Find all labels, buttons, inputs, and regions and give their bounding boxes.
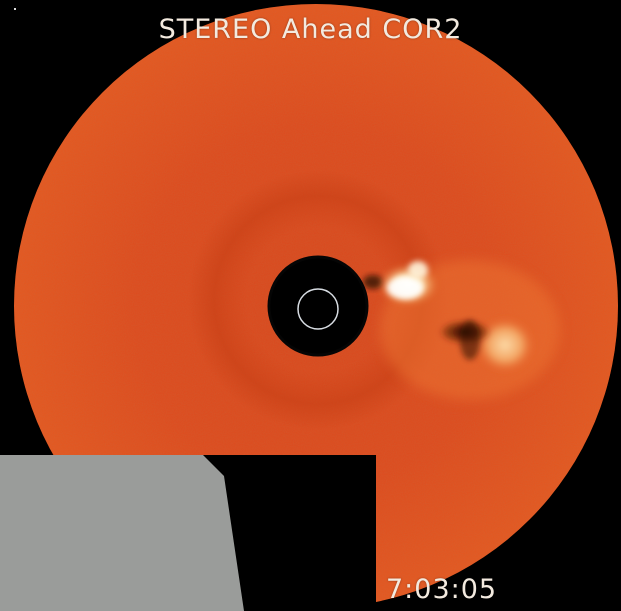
sun-limb-circle <box>297 288 339 330</box>
corner-marker <box>14 8 16 10</box>
image-title: STEREO Ahead COR2 <box>158 14 463 45</box>
occulting-disk <box>269 257 367 355</box>
cme-features <box>363 260 560 400</box>
gray-overlay-panel <box>0 455 376 611</box>
image-timestamp: 7:03:05 <box>386 574 498 605</box>
